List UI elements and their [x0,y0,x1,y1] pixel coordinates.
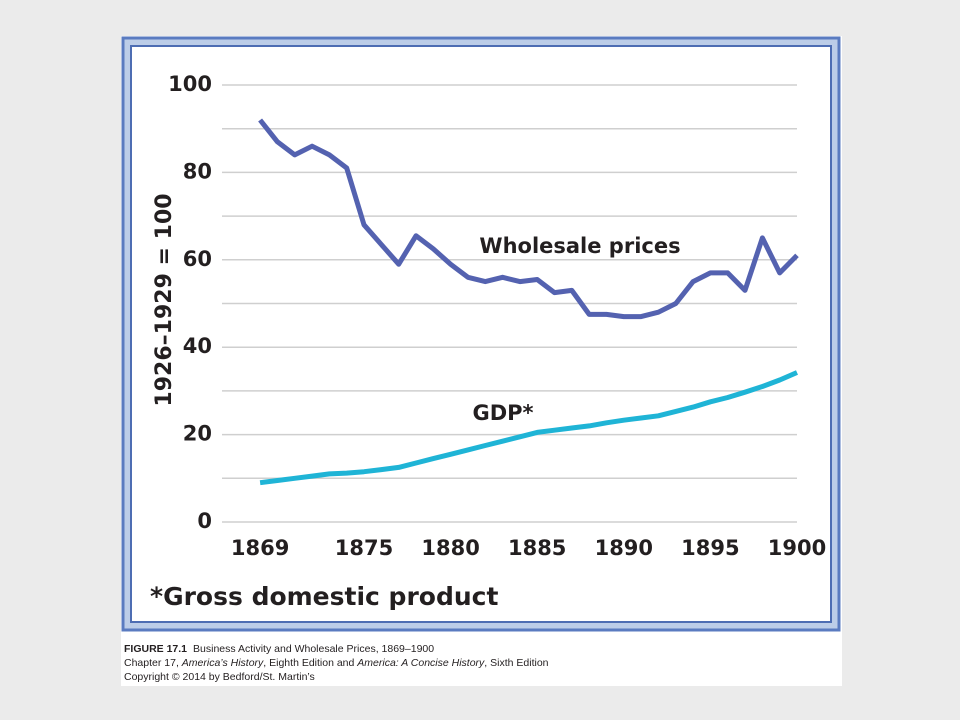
x-tick-label: 1869 [231,536,289,560]
footnote: *Gross domestic product [150,582,498,611]
series-label: GDP* [472,401,533,425]
x-tick-label: 1890 [595,536,653,560]
series-label: Wholesale prices [479,234,680,258]
y-tick-label: 0 [197,509,212,533]
caption-part: , Sixth Edition [484,657,548,669]
caption-line: Copyright © 2014 by Bedford/St. Martin’s [124,671,315,683]
x-tick-label: 1880 [421,536,479,560]
caption-part: America’s History [181,657,264,669]
x-tick-label: 1895 [681,536,739,560]
caption-part: , Eighth Edition and [263,657,357,669]
y-tick-label: 100 [168,72,212,96]
y-axis-label: 1926–1929 = 100 [152,193,177,406]
caption-line: FIGURE 17.1 Business Activity and Wholesa… [124,643,434,655]
caption-part: America: A Concise History [356,657,485,669]
caption-part: Chapter 17, [124,657,182,669]
caption-title: Business Activity and Wholesale Prices, … [193,643,434,655]
x-tick-label: 1885 [508,536,566,560]
x-tick-label: 1900 [768,536,826,560]
caption-figure: FIGURE 17.1 [124,643,187,655]
y-tick-label: 20 [183,422,212,446]
caption-line: Chapter 17, America’s History, Eighth Ed… [124,657,549,669]
data-line [258,118,799,320]
y-tick-label: 40 [183,334,212,358]
y-tick-label: 80 [183,159,212,183]
x-tick-label: 1875 [335,536,393,560]
y-tick-label: 60 [183,247,212,271]
frame-inner [130,45,832,623]
data-line [259,370,798,486]
